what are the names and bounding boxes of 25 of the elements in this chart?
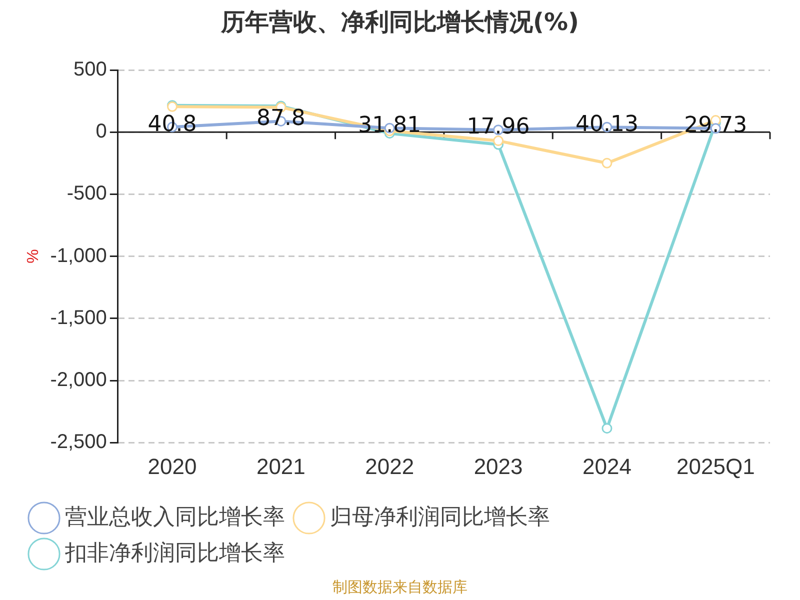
text: 制图数据来自数据库 xyxy=(332,578,468,597)
x-tick-label: 2025Q1 xyxy=(676,454,755,479)
x-tick-label: 2020 xyxy=(148,454,197,479)
data-label: 87.8 xyxy=(256,106,306,131)
x-tick-label: 2024 xyxy=(582,454,632,479)
y-axis-title: % xyxy=(25,249,42,264)
y-tick-label: -1,500 xyxy=(50,306,107,329)
y-tick-label: -2,500 xyxy=(50,431,107,454)
y-tick-label: 0 xyxy=(96,120,107,143)
y-tick-label: -1,000 xyxy=(50,244,107,267)
y-tick-label: 500 xyxy=(74,58,107,81)
data-label: 31.81 xyxy=(358,112,422,138)
point xyxy=(602,158,612,168)
data-label: 40.8 xyxy=(148,112,197,137)
y-tick-label: -2,000 xyxy=(50,369,107,392)
data-label: 40.13 xyxy=(575,112,638,137)
legend-label: 扣非净利润同比增长率 xyxy=(64,540,285,566)
point xyxy=(602,423,612,434)
legend-label: 归母净利润同比增长率 xyxy=(330,504,550,530)
chart-title: 历年营收、净利同比增长情况(%) xyxy=(220,7,580,38)
y-tick-label: -500 xyxy=(66,182,107,205)
legend-label: 营业总收入同比增长率 xyxy=(65,504,285,530)
x-tick-label: 2021 xyxy=(256,454,306,479)
x-tick-label: 2023 xyxy=(474,454,523,479)
x-tick-label: 2022 xyxy=(365,454,414,479)
